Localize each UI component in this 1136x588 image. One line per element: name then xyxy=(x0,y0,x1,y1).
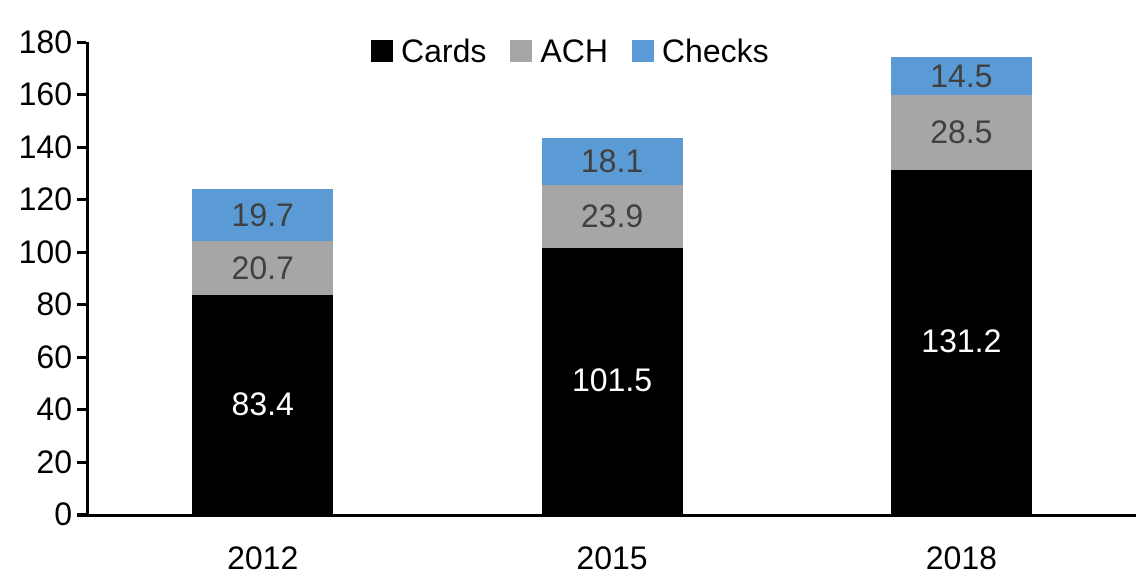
bar-value-label: 14.5 xyxy=(930,57,993,94)
y-tick-mark xyxy=(77,145,86,149)
bar-value-label: 131.2 xyxy=(921,323,1002,360)
bar-segment-ach-2018: 28.5 xyxy=(890,95,1032,170)
y-tick-label: 20 xyxy=(36,443,72,480)
x-tick-label: 2012 xyxy=(227,540,299,576)
y-tick-mark xyxy=(77,408,86,412)
y-tick-mark xyxy=(77,41,86,44)
bar-value-label: 20.7 xyxy=(231,249,294,286)
bar-segment-ach-2012: 20.7 xyxy=(192,241,334,296)
legend-label: Checks xyxy=(661,32,769,69)
y-tick-mark xyxy=(77,198,86,202)
bar-segment-cards-2018: 131.2 xyxy=(890,169,1032,514)
legend-swatch-icon-cards xyxy=(371,40,393,62)
y-tick-label: 140 xyxy=(18,128,72,165)
bar-segment-cards-2012: 83.4 xyxy=(192,295,334,514)
bar-segment-ach-2015: 23.9 xyxy=(541,185,683,248)
bar-segment-cards-2015: 101.5 xyxy=(541,247,683,514)
bar-value-label: 19.7 xyxy=(231,196,294,233)
chart-legend: Cards ACH Checks xyxy=(371,32,769,70)
bar-value-label: 83.4 xyxy=(231,386,294,423)
bar-segment-checks-2015: 18.1 xyxy=(541,137,683,186)
legend-item-ach: ACH xyxy=(510,33,608,70)
legend-label: ACH xyxy=(540,32,608,69)
y-axis-line xyxy=(86,42,89,517)
y-tick-mark xyxy=(77,303,86,307)
y-tick-label: 160 xyxy=(18,76,72,113)
y-tick-label: 120 xyxy=(18,181,72,218)
y-tick-mark xyxy=(77,460,86,464)
legend-swatch-icon-ach xyxy=(510,40,533,62)
x-tick-label: 2015 xyxy=(576,540,648,576)
bar-segment-checks-2012: 19.7 xyxy=(192,189,334,242)
legend-item-checks: Checks xyxy=(631,32,769,70)
y-tick-label: 100 xyxy=(18,233,72,270)
y-tick-label: 80 xyxy=(36,286,72,323)
x-axis-line xyxy=(77,514,1136,517)
bar-value-label: 23.9 xyxy=(580,198,644,234)
bar-value-label: 18.1 xyxy=(580,142,644,179)
y-tick-label: 60 xyxy=(36,338,72,375)
legend-item-cards: Cards xyxy=(371,33,486,70)
x-tick-label: 2018 xyxy=(925,540,997,576)
y-tick-mark xyxy=(77,355,86,359)
bar-value-label: 28.5 xyxy=(930,114,993,151)
y-tick-mark xyxy=(77,93,86,97)
y-tick-mark xyxy=(77,250,86,254)
legend-label: Cards xyxy=(401,32,487,69)
bar-segment-checks-2018: 14.5 xyxy=(890,57,1032,96)
y-tick-label: 0 xyxy=(54,496,72,532)
y-tick-label: 180 xyxy=(18,24,72,60)
y-tick-label: 40 xyxy=(36,391,72,428)
legend-swatch-icon-checks xyxy=(631,40,654,62)
bar-value-label: 101.5 xyxy=(571,362,653,399)
